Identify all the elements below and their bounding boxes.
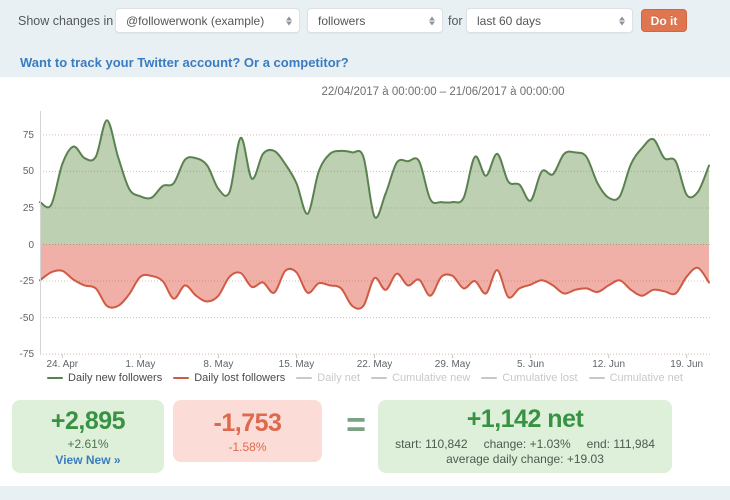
- y-axis-label-0: 0: [4, 240, 34, 251]
- legend-label: Daily net: [317, 372, 360, 384]
- metric-select-value: followers: [318, 14, 365, 28]
- new-followers-summary-box: +2,895 +2.61% View New »: [12, 400, 164, 473]
- x-axis-label-22-May: 22. May: [357, 359, 393, 370]
- bottom-strip: [0, 486, 730, 500]
- new-followers-value: +2,895: [12, 407, 164, 436]
- net-start: start: 110,842: [395, 437, 468, 451]
- lost-followers-pct: -1.58%: [173, 440, 322, 454]
- x-axis-label-1-May: 1. May: [125, 359, 155, 370]
- metric-select[interactable]: followers: [307, 8, 443, 33]
- net-value: +1,142 net: [378, 405, 672, 434]
- followers-area-chart: [0, 105, 730, 367]
- series-area-new: [40, 120, 709, 244]
- range-select[interactable]: last 60 days: [466, 8, 633, 33]
- y-axis-label-25: 25: [4, 203, 34, 214]
- legend-label: Cumulative net: [610, 372, 683, 384]
- for-label: for: [448, 14, 463, 28]
- lost-followers-value: -1,753: [173, 409, 322, 438]
- lost-followers-summary-box: -1,753 -1.58%: [173, 400, 322, 462]
- net-change: change: +1.03%: [484, 437, 571, 451]
- select-stepper-icon: [286, 16, 292, 25]
- legend-dash-icon: [589, 377, 605, 379]
- legend-item-cumulative-net[interactable]: Cumulative net: [589, 372, 683, 384]
- x-axis-label-5-Jun: 5. Jun: [517, 359, 544, 370]
- account-select[interactable]: @followerwonk (example): [115, 8, 300, 33]
- view-new-link[interactable]: View New »: [55, 453, 120, 467]
- legend-dash-icon: [296, 377, 312, 379]
- legend-label: Cumulative lost: [502, 372, 577, 384]
- legend-item-daily-lost-followers[interactable]: Daily lost followers: [173, 372, 285, 384]
- y-axis-label--50: -50: [4, 313, 34, 324]
- x-axis-label-29-May: 29. May: [435, 359, 471, 370]
- do-it-button[interactable]: Do it: [641, 9, 687, 32]
- y-axis-label--75: -75: [4, 349, 34, 360]
- net-summary-box: +1,142 net start: 110,842 change: +1.03%…: [378, 400, 672, 473]
- select-stepper-icon: [429, 16, 435, 25]
- net-end: end: 111,984: [587, 437, 655, 451]
- net-average-daily-change: average daily change: +19.03: [378, 452, 672, 466]
- x-axis-label-19-Jun: 19. Jun: [670, 359, 703, 370]
- x-axis-label-12-Jun: 12. Jun: [592, 359, 625, 370]
- legend-dash-icon: [371, 377, 387, 379]
- legend-label: Cumulative new: [392, 372, 470, 384]
- y-axis-label-50: 50: [4, 166, 34, 177]
- range-select-value: last 60 days: [477, 14, 541, 28]
- account-select-value: @followerwonk (example): [126, 14, 264, 28]
- legend-dash-icon: [481, 377, 497, 379]
- chart-title: 22/04/2017 à 00:00:00 – 21/06/2017 à 00:…: [322, 86, 565, 98]
- legend-item-daily-new-followers[interactable]: Daily new followers: [47, 372, 162, 384]
- x-axis-label-8-May: 8. May: [203, 359, 233, 370]
- legend-item-cumulative-new[interactable]: Cumulative new: [371, 372, 470, 384]
- x-axis-label-24-Apr: 24. Apr: [46, 359, 78, 370]
- header-band: Show changes in @followerwonk (example) …: [0, 0, 730, 77]
- y-axis-label-75: 75: [4, 130, 34, 141]
- select-stepper-icon: [619, 16, 625, 25]
- y-axis-label--25: -25: [4, 276, 34, 287]
- legend-dash-icon: [173, 377, 189, 379]
- equals-sign: =: [336, 406, 376, 445]
- legend-label: Daily new followers: [68, 372, 162, 384]
- legend-item-cumulative-lost[interactable]: Cumulative lost: [481, 372, 577, 384]
- new-followers-pct: +2.61%: [12, 437, 164, 451]
- followerwonk-track-followers-page: Show changes in @followerwonk (example) …: [0, 0, 730, 500]
- legend-dash-icon: [47, 377, 63, 379]
- net-stats-row: start: 110,842 change: +1.03% end: 111,9…: [378, 437, 672, 451]
- track-account-link[interactable]: Want to track your Twitter account? Or a…: [20, 55, 349, 70]
- show-changes-label: Show changes in: [18, 14, 113, 28]
- x-axis-label-15-May: 15. May: [279, 359, 315, 370]
- chart-legend: Daily new followers Daily lost followers D…: [0, 372, 730, 384]
- legend-item-daily-net[interactable]: Daily net: [296, 372, 360, 384]
- legend-label: Daily lost followers: [194, 372, 285, 384]
